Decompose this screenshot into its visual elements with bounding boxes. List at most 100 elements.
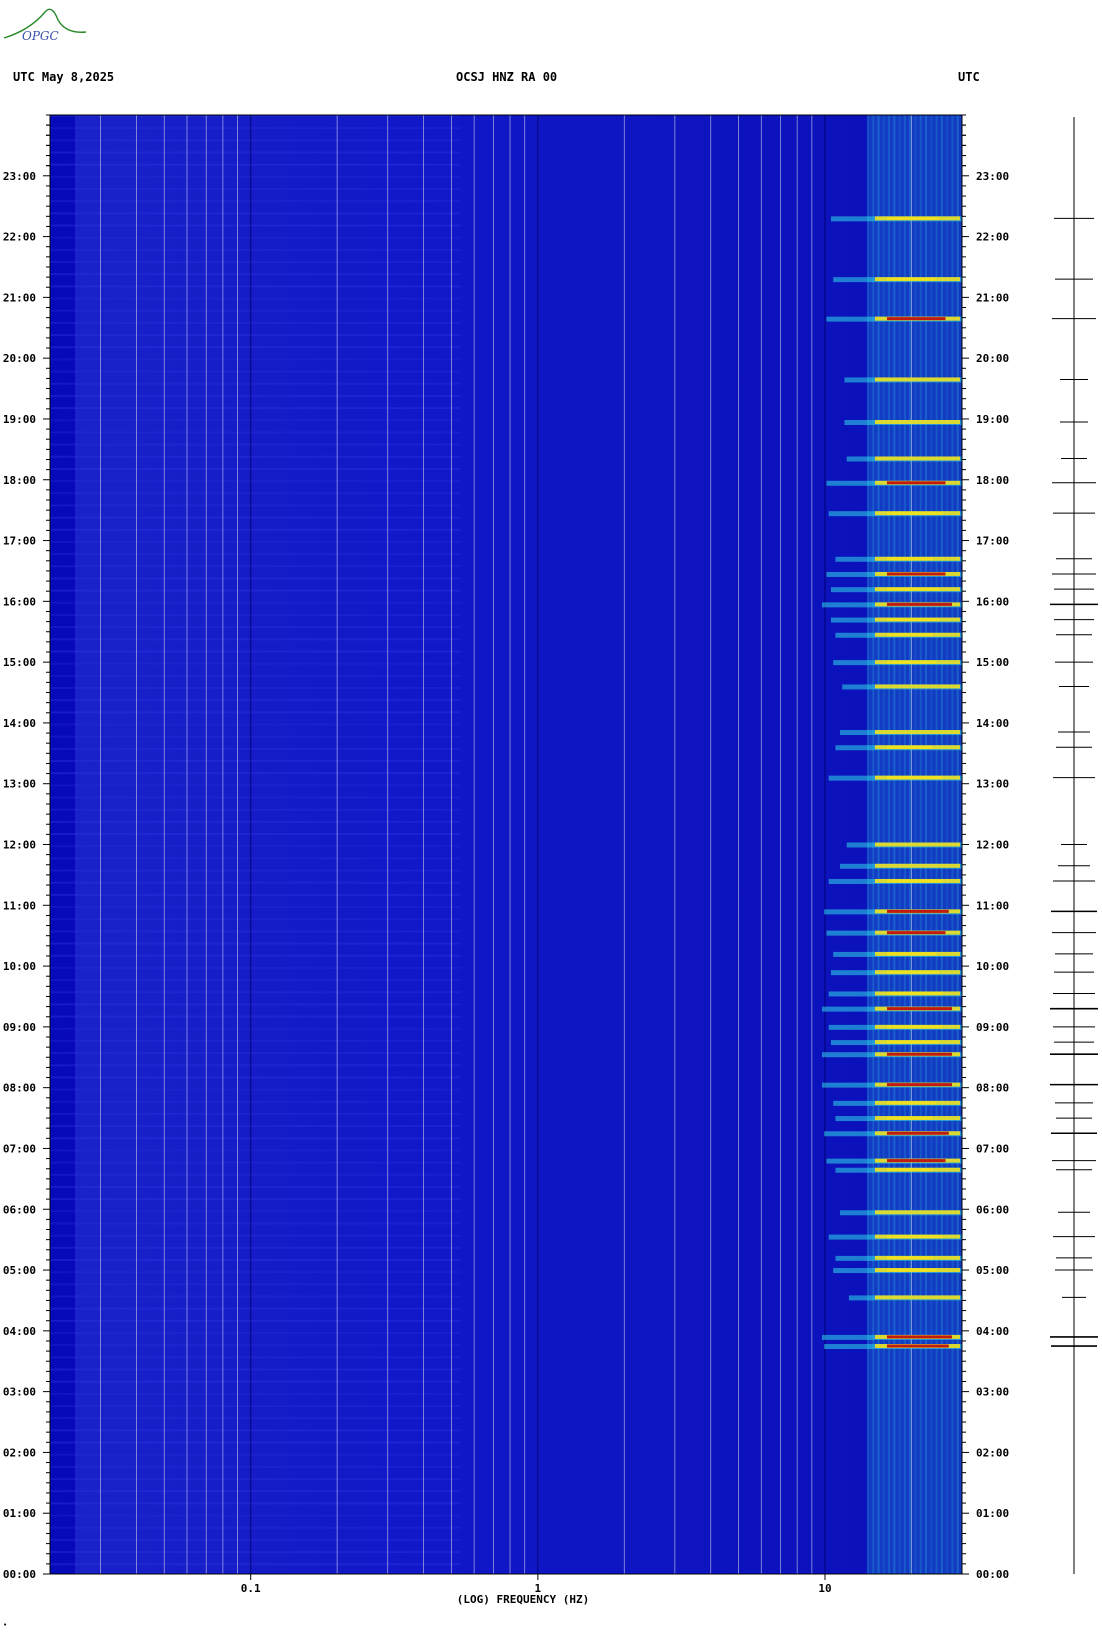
texture-row <box>50 455 461 458</box>
event-band-peak <box>886 557 933 561</box>
x-tick-label: 1 <box>535 1582 542 1595</box>
texture-row <box>50 224 461 227</box>
texture-row <box>50 139 461 142</box>
texture-row <box>50 906 461 909</box>
texture-row <box>50 212 461 215</box>
event-band-peak <box>886 1159 946 1163</box>
y-tick-label-right: 11:00 <box>976 899 1009 912</box>
texture-row <box>50 1429 461 1432</box>
y-tick-label-left: 21:00 <box>3 291 36 304</box>
texture-row <box>50 638 461 641</box>
texture-row <box>50 881 461 884</box>
texture-row <box>50 1538 461 1541</box>
texture-row <box>50 1465 461 1468</box>
texture-row <box>50 346 461 349</box>
y-tick-label-left: 22:00 <box>3 231 36 244</box>
texture-row <box>50 711 461 714</box>
texture-row <box>50 699 461 702</box>
event-band-peak <box>886 1335 952 1339</box>
event-band-peak <box>886 1025 943 1029</box>
texture-row <box>50 1027 461 1030</box>
y-tick-label-right: 16:00 <box>976 595 1009 608</box>
texture-row <box>50 1003 461 1006</box>
texture-row <box>50 601 461 604</box>
texture-row <box>50 930 461 933</box>
texture-row <box>50 613 461 616</box>
texture-row <box>50 163 461 166</box>
texture-row <box>50 1344 461 1347</box>
texture-row <box>50 1198 461 1201</box>
texture-row <box>50 918 461 921</box>
event-band-peak <box>886 909 949 913</box>
texture-row <box>50 1526 461 1529</box>
texture-row <box>50 1052 461 1055</box>
texture-row <box>50 1088 461 1091</box>
event-band-core <box>874 377 960 382</box>
y-tick-label-right: 22:00 <box>976 231 1009 244</box>
event-band-peak <box>886 1256 933 1260</box>
texture-row <box>50 857 461 860</box>
texture-row <box>50 1039 461 1042</box>
texture-row <box>50 1015 461 1018</box>
texture-row <box>50 297 461 300</box>
opgc-logo: OPGC <box>0 0 100 49</box>
y-tick-label-right: 20:00 <box>976 352 1009 365</box>
texture-row <box>50 1514 461 1517</box>
corner-mark: • <box>3 1621 8 1629</box>
texture-row <box>50 723 461 726</box>
texture-row <box>50 1392 461 1395</box>
y-tick-label-right: 05:00 <box>976 1264 1009 1277</box>
y-tick-label-left: 09:00 <box>3 1021 36 1034</box>
event-band-peak <box>886 931 946 935</box>
y-tick-label-left: 23:00 <box>3 170 36 183</box>
y-tick-label-left: 18:00 <box>3 474 36 487</box>
y-tick-label-right: 08:00 <box>976 1082 1009 1095</box>
texture-row <box>50 467 461 470</box>
y-tick-label-left: 14:00 <box>3 717 36 730</box>
texture-row <box>50 1405 461 1408</box>
texture-row <box>50 334 461 337</box>
y-tick-label-left: 17:00 <box>3 535 36 548</box>
y-tick-label-left: 00:00 <box>3 1568 36 1581</box>
texture-row <box>50 394 461 397</box>
event-band-peak <box>886 991 943 995</box>
y-tick-label-left: 15:00 <box>3 656 36 669</box>
header-station: OCSJ HNZ RA 00 <box>456 70 558 84</box>
y-tick-label-left: 10:00 <box>3 960 36 973</box>
texture-row <box>50 1453 461 1456</box>
y-tick-label-left: 07:00 <box>3 1142 36 1155</box>
texture-row <box>50 1380 461 1383</box>
texture-row <box>50 565 461 568</box>
texture-row <box>50 1502 461 1505</box>
texture-row <box>50 1112 461 1115</box>
texture-row <box>50 1246 461 1249</box>
texture-row <box>50 942 461 945</box>
texture-row <box>50 1173 461 1176</box>
logo-text: OPGC <box>22 29 59 43</box>
event-band-peak <box>886 317 946 321</box>
texture-row <box>50 833 461 836</box>
texture-row <box>50 1295 461 1298</box>
event-band-core <box>874 730 960 735</box>
event-band-peak <box>886 602 952 606</box>
spectrogram-background <box>50 115 962 1574</box>
event-band-peak <box>886 511 943 515</box>
texture-row <box>50 321 461 324</box>
event-band-core <box>874 684 960 689</box>
texture-row <box>50 1356 461 1359</box>
event-band-peak <box>886 1007 952 1011</box>
event-band-peak <box>886 776 943 780</box>
texture-row <box>50 954 461 957</box>
event-band-peak <box>886 277 936 281</box>
y-tick-label-right: 09:00 <box>976 1021 1009 1034</box>
texture-row <box>50 1222 461 1225</box>
texture-row <box>50 382 461 385</box>
texture-row <box>50 1417 461 1420</box>
y-tick-label-right: 10:00 <box>976 960 1009 973</box>
texture-row <box>50 443 461 446</box>
y-tick-label-right: 04:00 <box>976 1325 1009 1338</box>
event-band-peak <box>886 970 939 974</box>
y-tick-label-right: 17:00 <box>976 535 1009 548</box>
texture-row <box>50 553 461 556</box>
x-tick-label: 10 <box>818 1582 831 1595</box>
